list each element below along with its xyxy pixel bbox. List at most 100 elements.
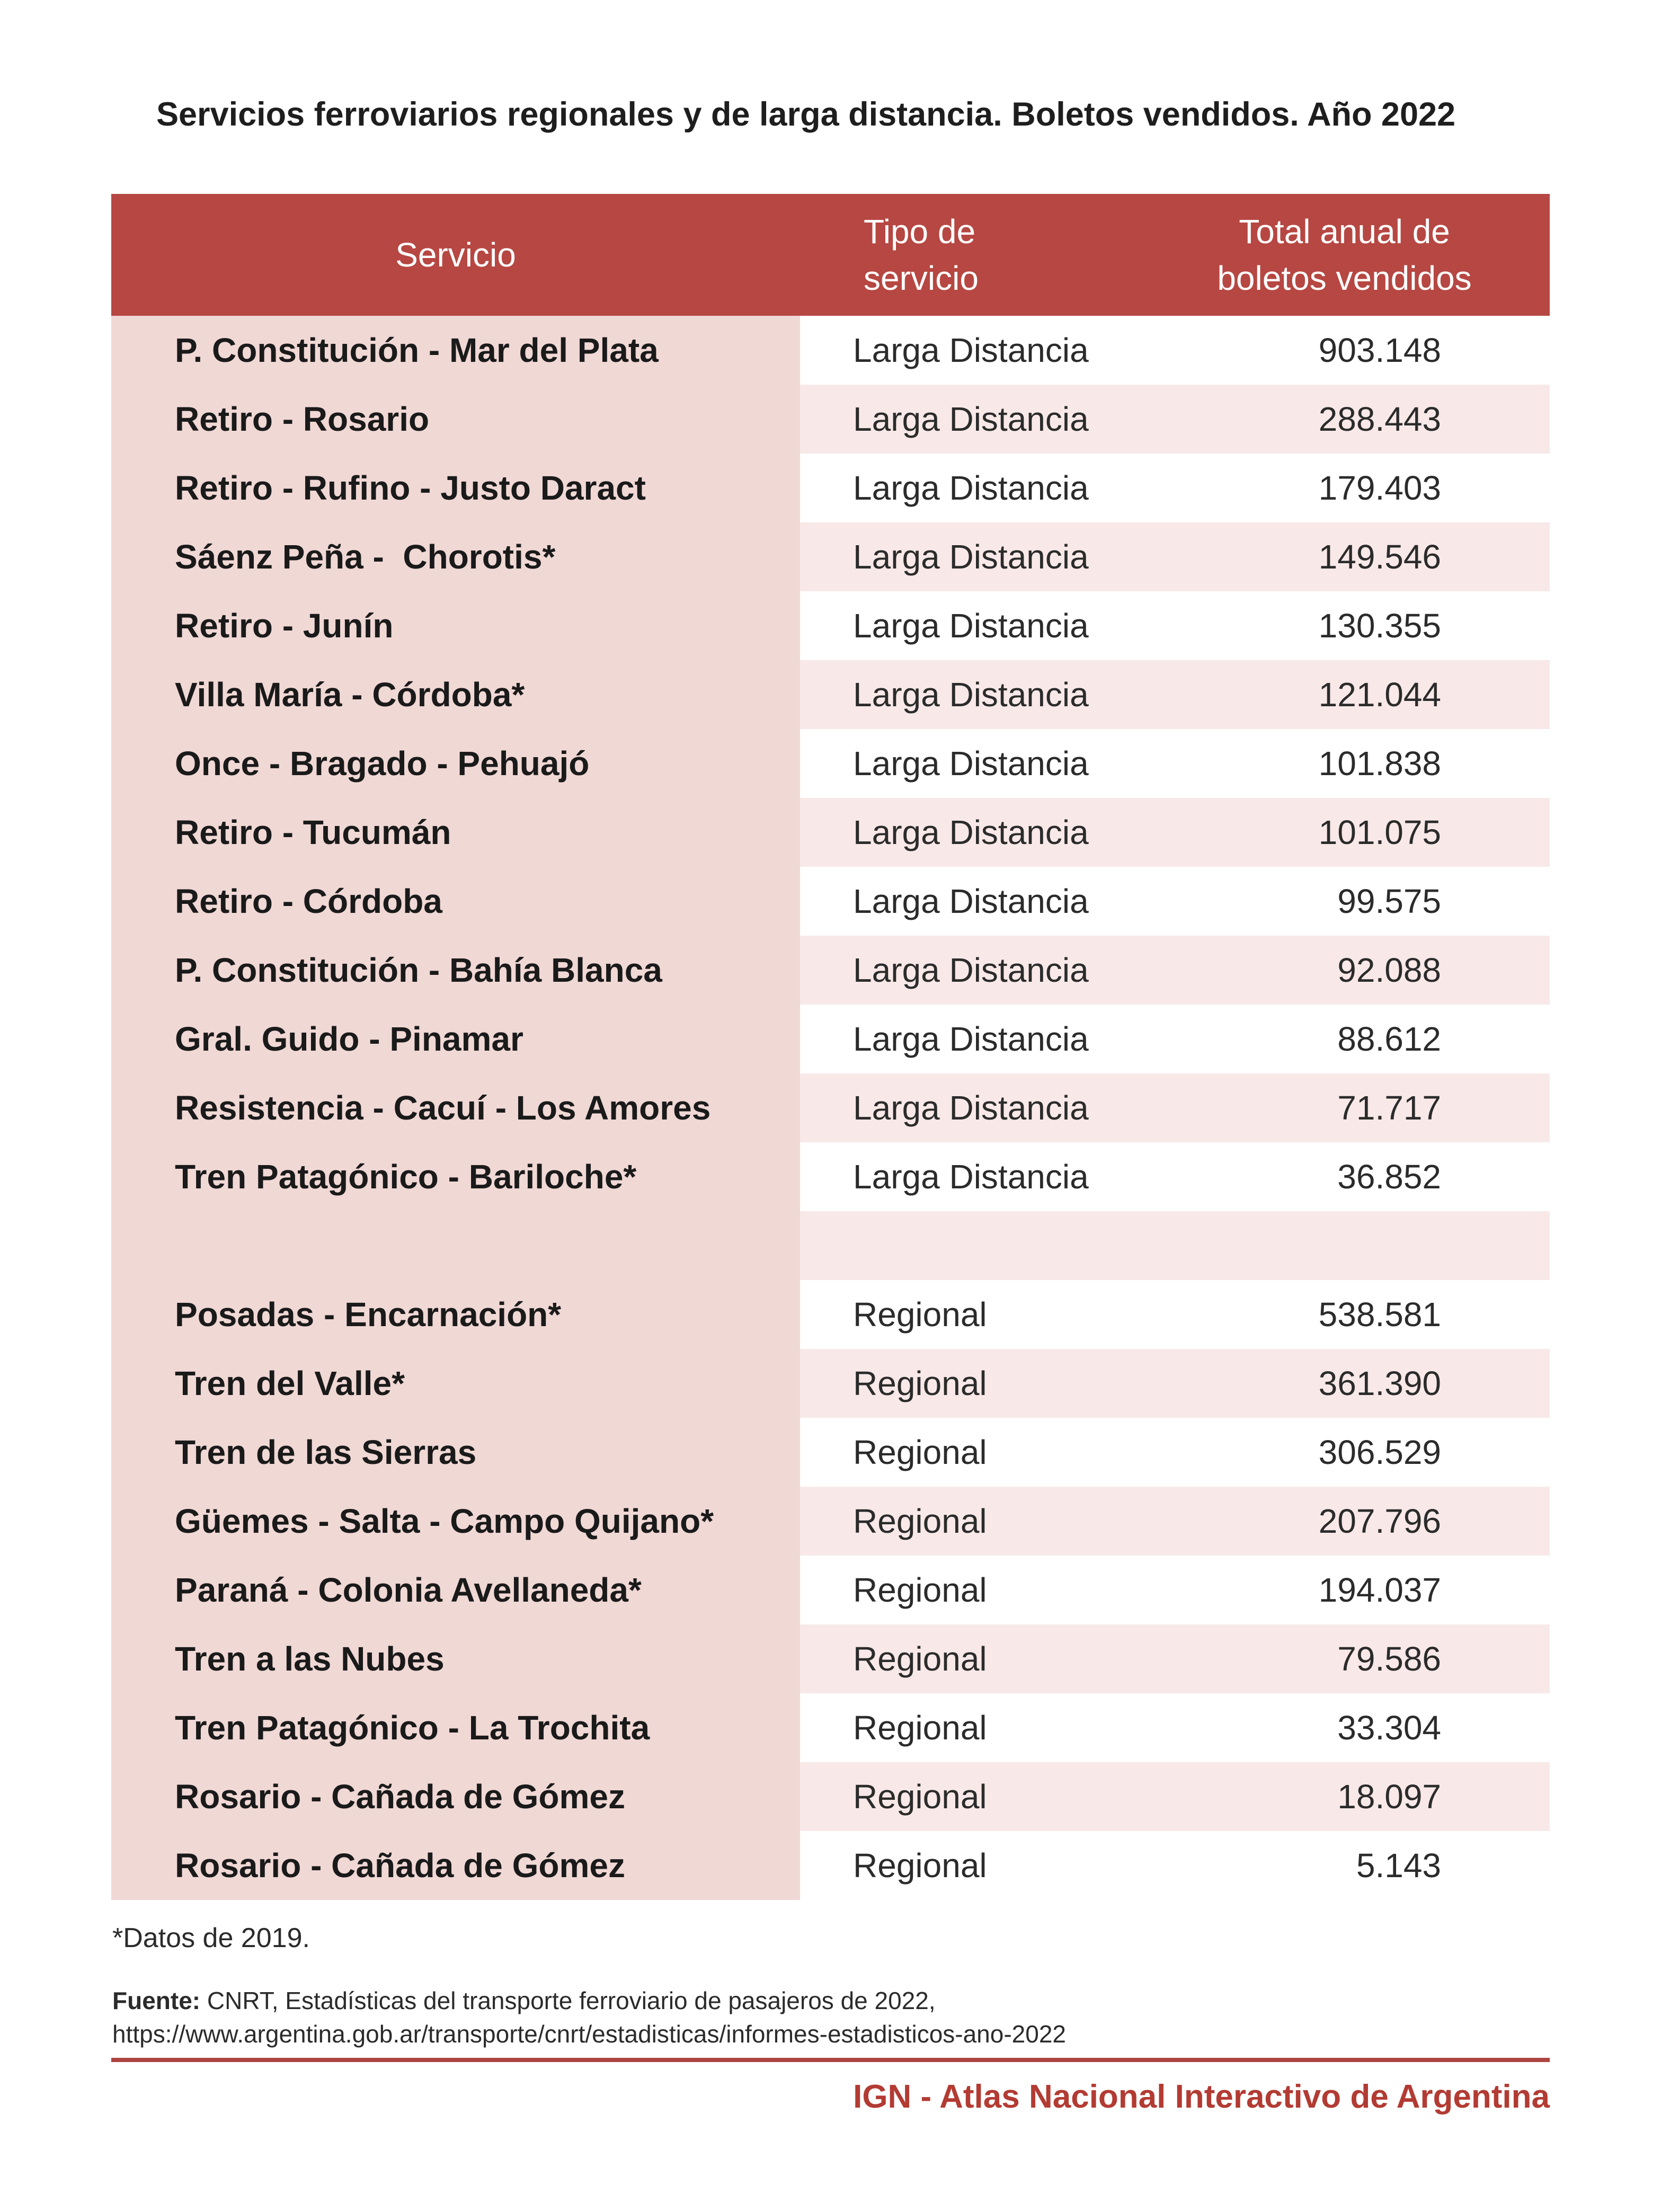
tickets-total-cell: 194.037 xyxy=(1139,1556,1550,1624)
table-row: Tren del Valle* Regional 361.390 xyxy=(111,1349,1550,1418)
table-row: Retiro - Tucumán Larga Distancia 101.075 xyxy=(111,798,1550,867)
table-header-row: Servicio Tipo de servicio Total anual de… xyxy=(111,194,1550,316)
tickets-total-cell: 88.612 xyxy=(1139,1005,1550,1073)
service-type-cell: Larga Distancia xyxy=(800,729,1139,798)
service-cell: Rosario - Cañada de Gómez xyxy=(111,1831,800,1900)
tickets-total-cell: 179.403 xyxy=(1139,454,1550,522)
service-type-cell: Regional xyxy=(800,1831,1139,1900)
service-cell xyxy=(111,1211,800,1280)
service-cell: Posadas - Encarnación* xyxy=(111,1280,800,1349)
service-type-cell: Larga Distancia xyxy=(800,660,1139,729)
table-row: Gral. Guido - Pinamar Larga Distancia 88.6… xyxy=(111,1005,1550,1073)
table-row: Once - Bragado - Pehuajó Larga Distancia 1… xyxy=(111,729,1550,798)
service-type-cell: Larga Distancia xyxy=(800,1073,1139,1142)
tickets-total-cell: 149.546 xyxy=(1139,522,1550,591)
tickets-total-cell: 101.838 xyxy=(1139,729,1550,798)
page-title: Servicios ferroviarios regionales y de l… xyxy=(156,96,1456,133)
service-cell: P. Constitución - Mar del Plata xyxy=(111,316,800,385)
service-cell: Retiro - Junín xyxy=(111,591,800,660)
service-cell: Resistencia - Cacuí - Los Amores xyxy=(111,1073,800,1142)
service-type-cell: Regional xyxy=(800,1349,1139,1418)
tickets-total-cell: 121.044 xyxy=(1139,660,1550,729)
tickets-total-cell: 207.796 xyxy=(1139,1487,1550,1556)
tickets-total-cell: 5.143 xyxy=(1139,1831,1550,1900)
service-cell: Retiro - Rufino - Justo Daract xyxy=(111,454,800,522)
service-type-cell: Larga Distancia xyxy=(800,454,1139,522)
table-spacer-row xyxy=(111,1211,1550,1280)
table-body: P. Constitución - Mar del Plata Larga Dis… xyxy=(111,316,1550,1900)
tickets-total-cell: 71.717 xyxy=(1139,1073,1550,1142)
service-cell: Rosario - Cañada de Gómez xyxy=(111,1762,800,1831)
service-cell: Tren Patagónico - Bariloche* xyxy=(111,1142,800,1211)
table-row: Retiro - Junín Larga Distancia 130.355 xyxy=(111,591,1550,660)
service-type-cell xyxy=(800,1211,1139,1280)
tickets-total-cell: 903.148 xyxy=(1139,316,1550,385)
table-row: Retiro - Rosario Larga Distancia 288.443 xyxy=(111,385,1550,454)
tickets-total-cell: 101.075 xyxy=(1139,798,1550,867)
tickets-total-cell: 538.581 xyxy=(1139,1280,1550,1349)
service-type-cell: Larga Distancia xyxy=(800,522,1139,591)
service-type-cell: Regional xyxy=(800,1487,1139,1556)
service-cell: P. Constitución - Bahía Blanca xyxy=(111,936,800,1005)
tickets-total-cell: 130.355 xyxy=(1139,591,1550,660)
service-cell: Güemes - Salta - Campo Quijano* xyxy=(111,1487,800,1556)
source-label: Fuente: xyxy=(112,1987,201,2014)
table-row: Güemes - Salta - Campo Quijano* Regional 2… xyxy=(111,1487,1550,1556)
footer-divider-rule xyxy=(111,2058,1550,2062)
service-cell: Retiro - Tucumán xyxy=(111,798,800,867)
table-row: Tren a las Nubes Regional 79.586 xyxy=(111,1624,1550,1693)
table-row: Resistencia - Cacuí - Los Amores Larga Di… xyxy=(111,1073,1550,1142)
service-cell: Tren a las Nubes xyxy=(111,1624,800,1693)
column-header-servicio: Servicio xyxy=(395,236,516,274)
source-url: https://www.argentina.gob.ar/transporte/… xyxy=(112,2020,1066,2048)
table-row: Retiro - Córdoba Larga Distancia 99.575 xyxy=(111,867,1550,936)
source-text: CNRT, Estadísticas del transporte ferrov… xyxy=(200,1987,936,2014)
column-header-line: Tipo de xyxy=(864,212,976,251)
service-type-cell: Regional xyxy=(800,1556,1139,1624)
table-row: P. Constitución - Bahía Blanca Larga Dist… xyxy=(111,936,1550,1005)
tickets-total-cell: 361.390 xyxy=(1139,1349,1550,1418)
service-type-cell: Larga Distancia xyxy=(800,385,1139,454)
service-cell: Paraná - Colonia Avellaneda* xyxy=(111,1556,800,1624)
service-cell: Tren de las Sierras xyxy=(111,1418,800,1487)
table-row: Tren de las Sierras Regional 306.529 xyxy=(111,1418,1550,1487)
service-type-cell: Regional xyxy=(800,1624,1139,1693)
service-type-cell: Larga Distancia xyxy=(800,1142,1139,1211)
service-type-cell: Larga Distancia xyxy=(800,591,1139,660)
tickets-total-cell: 92.088 xyxy=(1139,936,1550,1005)
service-cell: Sáenz Peña - Chorotis* xyxy=(111,522,800,591)
service-type-cell: Larga Distancia xyxy=(800,867,1139,936)
table-row: Retiro - Rufino - Justo Daract Larga Dist… xyxy=(111,454,1550,522)
tickets-total-cell xyxy=(1139,1211,1550,1280)
service-cell: Gral. Guido - Pinamar xyxy=(111,1005,800,1073)
tickets-total-cell: 18.097 xyxy=(1139,1762,1550,1831)
column-header-line: Total anual de xyxy=(1239,212,1450,251)
column-header-tipo-de-servicio: Tipo de servicio xyxy=(800,194,1139,316)
tickets-total-cell: 36.852 xyxy=(1139,1142,1550,1211)
table-row: Posadas - Encarnación* Regional 538.581 xyxy=(111,1280,1550,1349)
services-table: Servicio Tipo de servicio Total anual de… xyxy=(111,194,1550,1900)
table-row: Tren Patagónico - Bariloche* Larga Distan… xyxy=(111,1142,1550,1211)
table-row: P. Constitución - Mar del Plata Larga Dis… xyxy=(111,316,1550,385)
service-cell: Tren Patagónico - La Trochita xyxy=(111,1693,800,1762)
tickets-total-cell: 33.304 xyxy=(1139,1693,1550,1762)
service-type-cell: Larga Distancia xyxy=(800,1005,1139,1073)
source-line: Fuente: CNRT, Estadísticas del transport… xyxy=(112,1984,1551,2018)
column-header-total-anual: Total anual de boletos vendidos xyxy=(1139,194,1550,316)
service-cell: Villa María - Córdoba* xyxy=(111,660,800,729)
service-cell: Tren del Valle* xyxy=(111,1349,800,1418)
service-type-cell: Regional xyxy=(800,1280,1139,1349)
column-header-line: boletos vendidos xyxy=(1217,259,1472,297)
service-type-cell: Larga Distancia xyxy=(800,798,1139,867)
table-row: Paraná - Colonia Avellaneda* Regional 194.… xyxy=(111,1556,1550,1624)
table-row: Sáenz Peña - Chorotis* Larga Distancia 149… xyxy=(111,522,1550,591)
table-row: Villa María - Córdoba* Larga Distancia 121… xyxy=(111,660,1550,729)
source-note: Fuente: CNRT, Estadísticas del transport… xyxy=(112,1984,1551,2051)
tickets-total-cell: 288.443 xyxy=(1139,385,1550,454)
footnote: *Datos de 2019. xyxy=(112,1923,310,1953)
table-row: Rosario - Cañada de Gómez Regional 18.097 xyxy=(111,1762,1550,1831)
tickets-total-cell: 306.529 xyxy=(1139,1418,1550,1487)
column-header-line: servicio xyxy=(864,259,979,297)
service-type-cell: Regional xyxy=(800,1418,1139,1487)
service-type-cell: Larga Distancia xyxy=(800,936,1139,1005)
